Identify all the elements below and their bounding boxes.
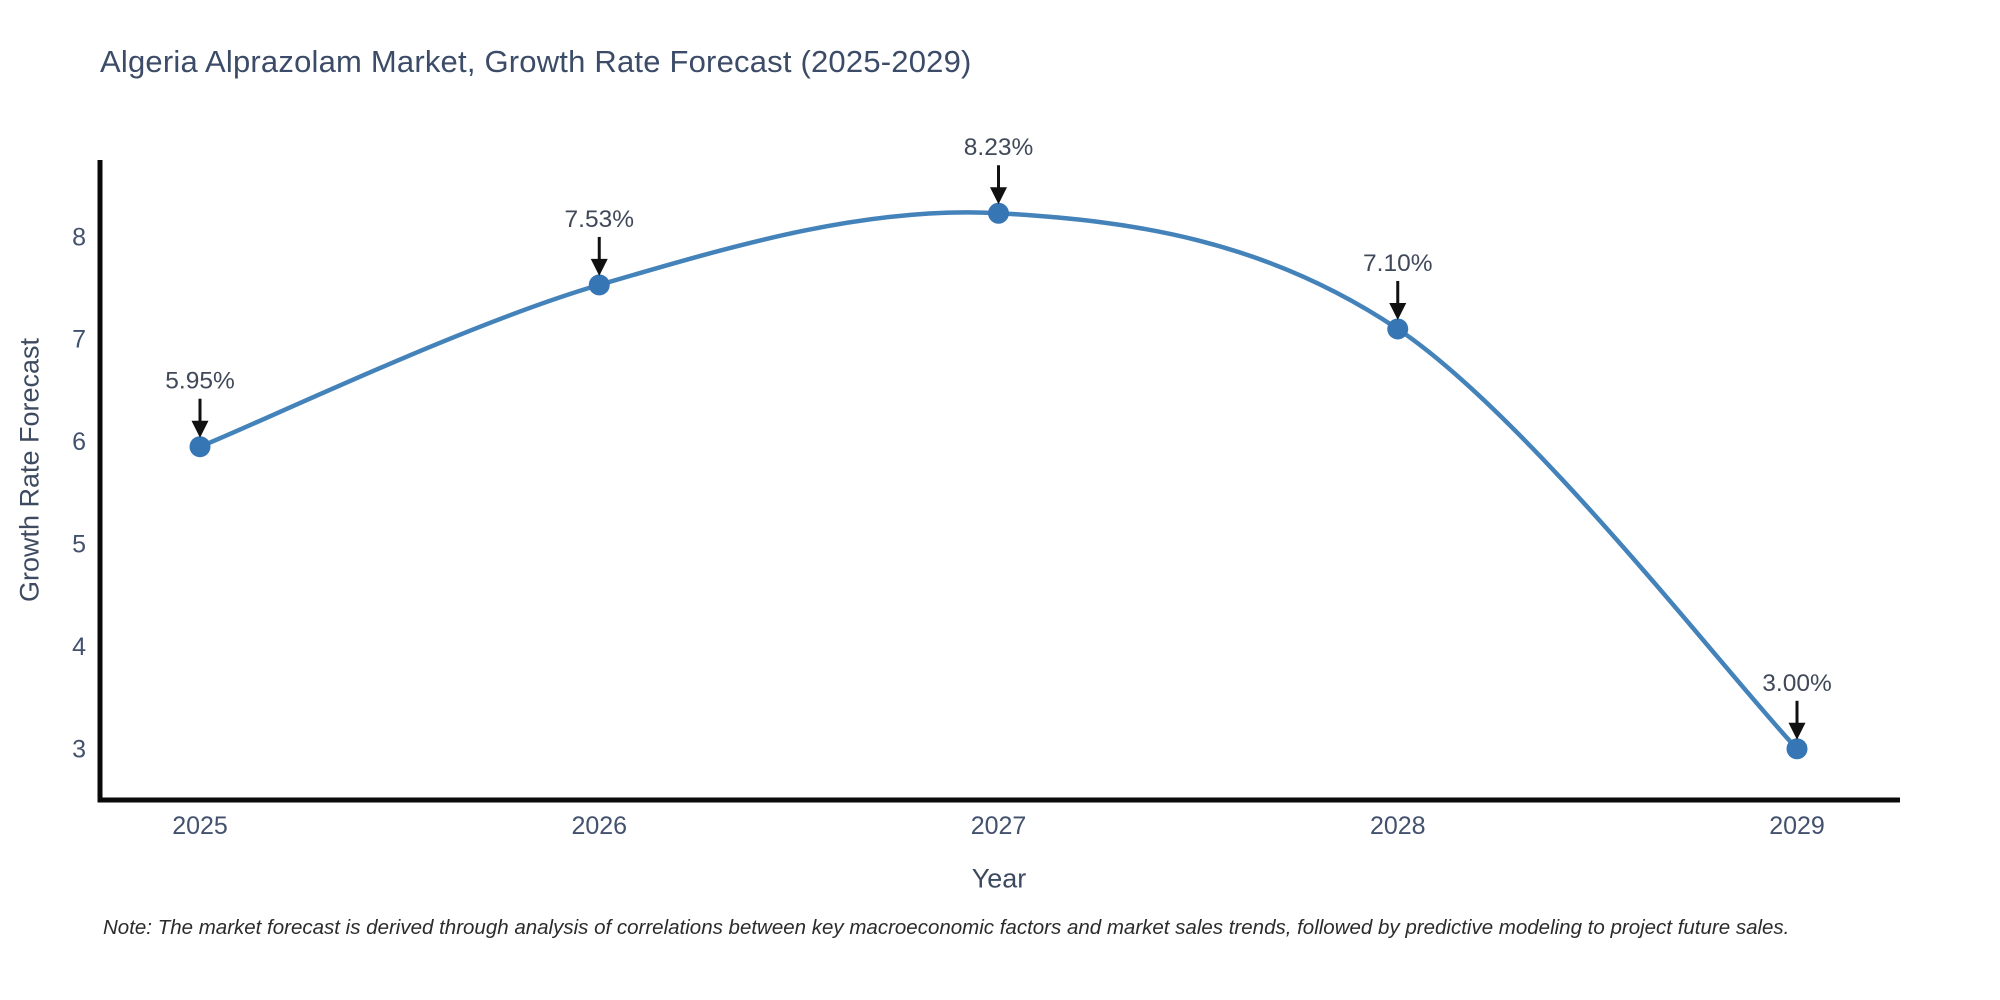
- data-point-label: 7.53%: [565, 206, 634, 233]
- annotation-arrow-head-icon: [1389, 302, 1407, 320]
- data-point-marker: [1786, 738, 1808, 760]
- y-tick-label: 8: [72, 223, 86, 251]
- forecast-line: [197, 210, 1800, 752]
- y-tick-label: 7: [72, 326, 86, 354]
- chart-footnote: Note: The market forecast is derived thr…: [103, 916, 1790, 939]
- annotation-arrow-head-icon: [191, 420, 209, 438]
- annotation-arrow-head-icon: [590, 258, 608, 276]
- y-tick-label: 6: [72, 428, 86, 456]
- x-axis-title: Year: [971, 863, 1027, 894]
- y-tick-label: 3: [72, 735, 86, 763]
- data-point-label: 8.23%: [964, 134, 1033, 161]
- chart-title: Algeria Alprazolam Market, Growth Rate F…: [100, 44, 972, 79]
- annotation-arrow-head-icon: [990, 187, 1007, 205]
- x-tick-label: 2028: [1370, 812, 1426, 840]
- y-axis-title: Growth Rate Forecast: [14, 337, 45, 603]
- x-tick-label: 2025: [172, 812, 228, 840]
- data-point-marker: [1387, 318, 1409, 340]
- x-tick-label: 2029: [1769, 812, 1825, 840]
- data-point-marker: [988, 202, 1009, 224]
- annotation-arrow-head-icon: [1788, 722, 1806, 740]
- data-point-marker: [588, 274, 610, 296]
- x-tick-label: 2026: [571, 812, 627, 840]
- data-point-label: 3.00%: [1762, 670, 1831, 697]
- data-point-label: 5.95%: [165, 368, 234, 395]
- data-point-marker: [189, 436, 211, 458]
- y-tick-label: 5: [72, 531, 86, 559]
- x-tick-label: 2027: [971, 812, 1027, 840]
- data-point-label: 7.10%: [1363, 250, 1432, 277]
- y-tick-label: 4: [72, 633, 86, 661]
